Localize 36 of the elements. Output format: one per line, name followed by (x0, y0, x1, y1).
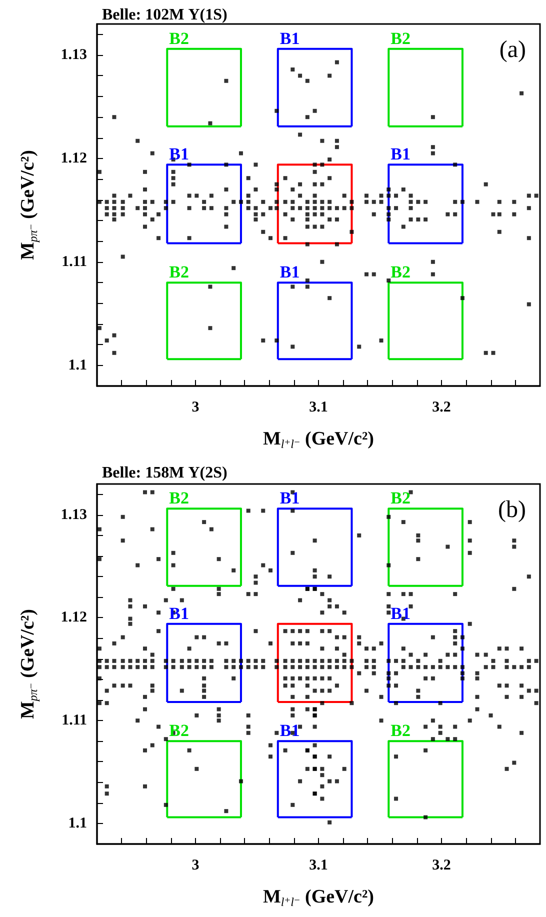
series-label: B1 (280, 488, 300, 508)
series-label: B2 (169, 262, 189, 282)
y-tick-label: 1.11 (62, 712, 87, 729)
x-tick-label: 3.1 (309, 858, 328, 874)
annotation: (a) (499, 37, 526, 63)
y-axis-title: Mpπ⁻ (GeV/c²) (18, 150, 40, 260)
series-label: B1 (280, 28, 300, 48)
series-label: B1 (390, 144, 410, 164)
series-label: B2 (390, 721, 410, 740)
y-axis-title: Mpπ⁻ (GeV/c²) (18, 608, 40, 720)
series-label: B1 (169, 604, 189, 623)
series-label: B1 (169, 144, 189, 164)
series-label: B2 (169, 721, 189, 740)
chart-title: Belle: 102M Υ(1S) (102, 6, 228, 24)
y-tick-label: 1.12 (60, 150, 87, 166)
x-tick-label: 3 (192, 400, 200, 416)
x-tick-label: 3 (192, 858, 200, 874)
y-tick-label: 1.1 (68, 357, 87, 374)
chart-title: Belle: 158M Υ(2S) (102, 464, 228, 482)
series-label: B1 (280, 262, 300, 282)
x-tick-label: 3.2 (432, 400, 451, 416)
series-label: B2 (169, 488, 189, 508)
y-tick-label: 1.11 (62, 254, 87, 270)
y-tick-label: 1.13 (60, 506, 87, 523)
y-tick-label: 1.1 (68, 815, 87, 832)
x-tick-label: 3.2 (432, 858, 451, 874)
series-label: B2 (390, 262, 410, 282)
annotation: (b) (498, 497, 526, 523)
series-label: B2 (390, 28, 410, 48)
series-label: B2 (169, 28, 189, 48)
y-tick-label: 1.12 (60, 610, 87, 626)
x-tick-label: 3.1 (309, 400, 328, 416)
series-label: B2 (390, 488, 410, 508)
series-label: B1 (390, 604, 410, 623)
y-tick-label: 1.13 (60, 47, 87, 64)
series-label: B1 (280, 721, 300, 740)
